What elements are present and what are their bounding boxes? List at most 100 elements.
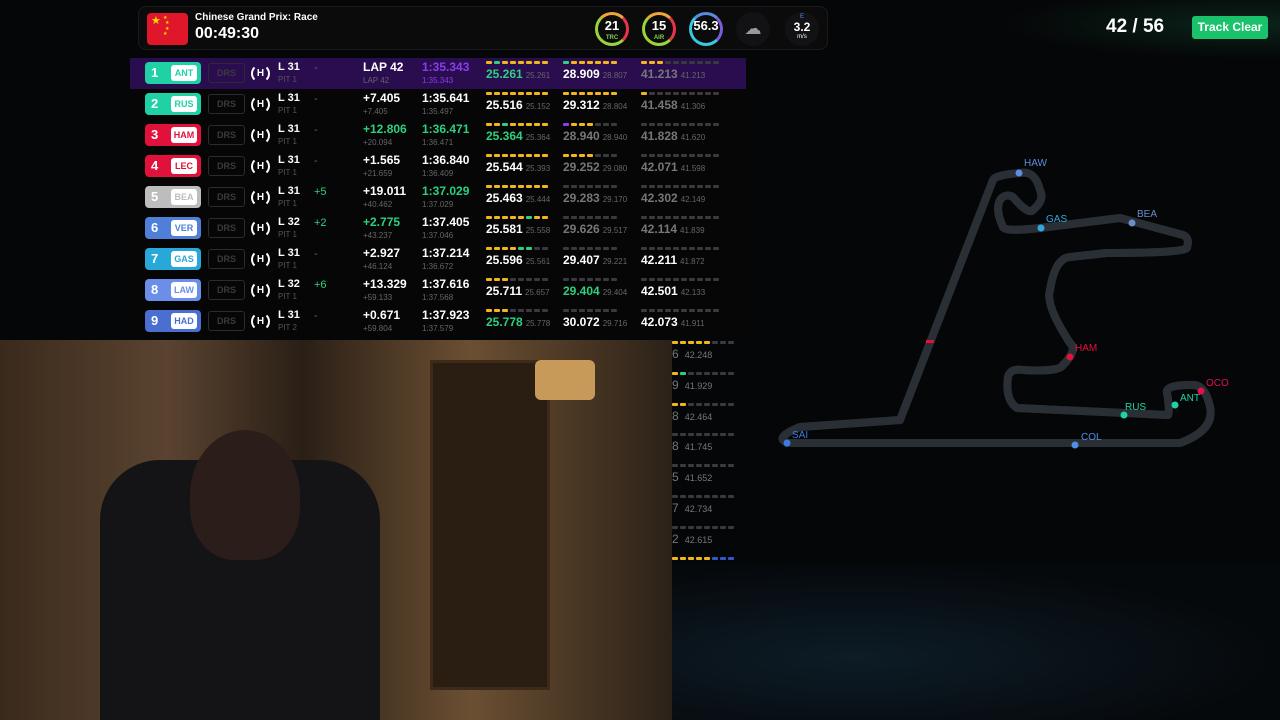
mini-sector (595, 154, 601, 157)
driver-row[interactable]: 5 BEA DRS H L 31 PIT 1 +5 +19.011 +40.462… (130, 182, 746, 213)
mini-sector (688, 371, 694, 375)
car-marker[interactable] (783, 439, 791, 447)
mini-sector (595, 185, 601, 188)
sector-best: 41.745 (684, 442, 713, 453)
sector-best: 25.561 (525, 257, 551, 266)
mini-sector (571, 92, 577, 95)
mini-sector (712, 495, 718, 498)
sector-1: 25.516 25.152 (486, 92, 550, 114)
mini-sector (672, 371, 678, 375)
mini-sector (704, 464, 710, 468)
mini-sector (534, 185, 540, 188)
car-marker[interactable] (1071, 441, 1079, 449)
mini-sector (728, 525, 734, 529)
sector-1: 25.581 25.558 (486, 216, 550, 238)
mini-sector (563, 61, 569, 64)
sector-time: 41.213 (641, 67, 678, 81)
pit-count: PIT 2 (278, 323, 297, 332)
car-marker[interactable] (1197, 387, 1205, 395)
car-label: GAS (1046, 214, 1067, 225)
position-badge: 4 LEC (145, 155, 201, 177)
mini-sector (649, 61, 655, 64)
best-lap-time: 1:35.343 (422, 76, 454, 85)
driver-row[interactable]: 3 HAM DRS H L 31 PIT 1 - +12.806 +20.094 … (130, 120, 746, 151)
mini-sector (518, 247, 524, 250)
mini-sector (502, 216, 508, 219)
mini-sector (587, 216, 593, 219)
car-marker[interactable] (1128, 219, 1136, 227)
sector-best: 41.598 (680, 164, 706, 173)
mini-sector (518, 61, 524, 64)
driver-row-partial: 6 42.248 (672, 341, 746, 371)
mini-sector (697, 278, 703, 281)
position-badge: 6 VER (145, 217, 201, 239)
sector-time: 41.828 (641, 129, 678, 143)
driver-row[interactable]: 7 GAS DRS H L 31 PIT 1 - +2.927 +46.124 1… (130, 244, 746, 275)
sector-time: 29.312 (563, 98, 600, 112)
position-badge: 5 BEA (145, 186, 201, 208)
mini-sector (657, 185, 663, 188)
mini-sector (542, 61, 548, 64)
mini-sector (494, 247, 500, 250)
mini-sector (494, 123, 500, 126)
mini-sector (611, 185, 617, 188)
sector-best: 25.261 (525, 71, 551, 80)
mini-sector (673, 309, 679, 312)
car-marker[interactable] (1171, 401, 1179, 409)
car-marker[interactable] (1066, 353, 1074, 361)
best-lap-time: 1:37.046 (422, 231, 454, 240)
mini-sector (649, 123, 655, 126)
mini-sector (672, 525, 678, 529)
driver-row[interactable]: 6 VER DRS H L 32 PIT 1 +2 +2.775 +43.237 … (130, 213, 746, 244)
mini-sector (510, 92, 516, 95)
mini-sector-bar (641, 278, 719, 281)
drs-indicator: DRS (208, 280, 245, 300)
sector-marker (926, 340, 934, 343)
position-badge: 9 HAD (145, 310, 201, 332)
mini-sector-bar (486, 309, 550, 312)
mini-sector (665, 278, 671, 281)
mini-sector (486, 278, 492, 281)
mini-sector (681, 154, 687, 157)
car-label: COL (1081, 432, 1102, 443)
sector-3: 42.501 42.133 (641, 278, 719, 300)
mini-sector (649, 309, 655, 312)
sector-best: 42.248 (684, 350, 713, 360)
car-marker[interactable] (1037, 224, 1045, 232)
driver-row[interactable]: 1 ANT DRS H L 31 PIT 1 - LAP 42 LAP 42 1:… (130, 58, 746, 89)
car-marker[interactable] (1015, 169, 1023, 177)
driver-row[interactable]: 8 LAW DRS H L 32 PIT 1 +6 +13.329 +59.133… (130, 275, 746, 306)
mini-sector (571, 185, 577, 188)
mini-sector (704, 525, 710, 529)
mini-sector (587, 278, 593, 281)
mini-sector (688, 341, 694, 344)
driver-code: BEA (171, 189, 197, 205)
sector-best: 25.444 (525, 195, 551, 204)
sector-best: 25.364 (525, 133, 551, 142)
mini-sector (665, 247, 671, 250)
mini-sector (689, 92, 695, 95)
driver-row[interactable]: 4 LEC DRS H L 31 PIT 1 - +1.565 +21.659 1… (130, 151, 746, 182)
mini-sector (571, 123, 577, 126)
mini-sector (542, 92, 548, 95)
driver-row[interactable]: 9 HAD DRS H L 31 PIT 2 - +0.671 +59.804 1… (130, 306, 746, 337)
mini-sector-bar (486, 61, 550, 64)
mini-sector (680, 556, 686, 560)
mini-sector (534, 247, 540, 250)
mini-sector (518, 123, 524, 126)
driver-row[interactable]: 2 RUS DRS H L 31 PIT 1 - +7.405 +7.405 1:… (130, 89, 746, 120)
sector-1: 25.544 25.393 (486, 154, 550, 176)
last-lap-time: 1:37.923 (422, 308, 470, 322)
mini-sector (657, 278, 663, 281)
mini-sector (697, 123, 703, 126)
car-marker[interactable] (1120, 411, 1128, 419)
drs-indicator: DRS (208, 187, 245, 207)
mini-sector (587, 247, 593, 250)
car-label: HAM (1075, 343, 1097, 354)
mini-sector (713, 278, 719, 281)
mini-sector (712, 433, 718, 437)
interval: LAP 42 (363, 60, 404, 74)
stint-lap: L 32 (278, 278, 300, 290)
mini-sector (579, 123, 585, 126)
mini-sector (571, 309, 577, 312)
